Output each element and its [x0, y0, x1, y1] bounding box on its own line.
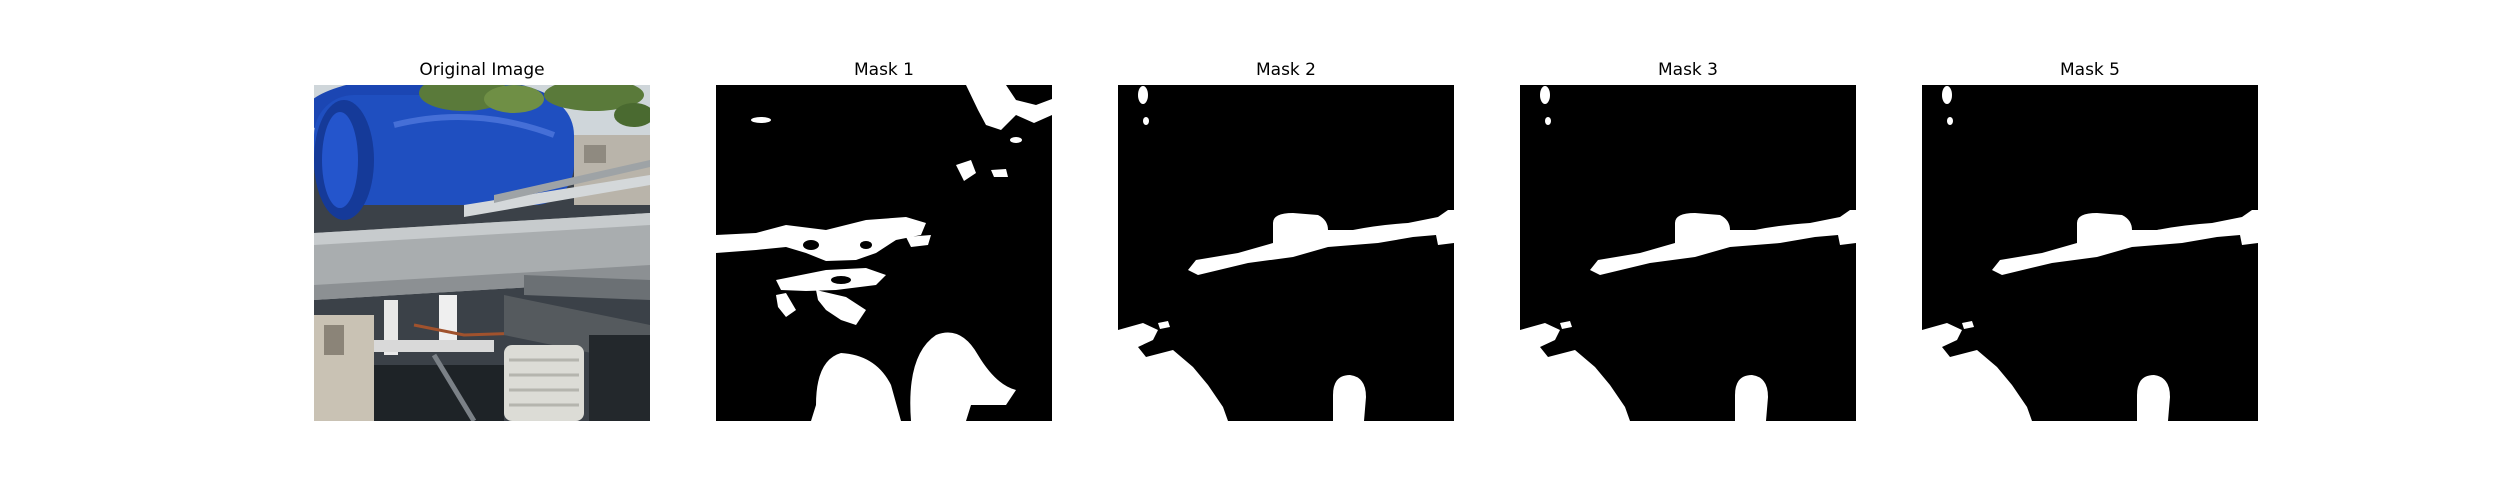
mask-1-svg [716, 85, 1052, 421]
mask-3-image [1520, 85, 1856, 421]
mask-3-svg [1520, 85, 1856, 421]
mask-2-regions [1118, 86, 1454, 421]
panel-title-original: Original Image [419, 60, 545, 80]
mask-2-svg [1118, 85, 1454, 421]
mask-1-image [716, 85, 1052, 421]
mask-2-image [1118, 85, 1454, 421]
mask-5-image [1922, 85, 2258, 421]
panel-title-mask-3: Mask 3 [1657, 60, 1718, 80]
foliage [419, 85, 650, 127]
panel-title-mask-2: Mask 2 [1255, 60, 1316, 80]
ac-unit [504, 345, 584, 421]
panel-title-mask-1: Mask 1 [853, 60, 914, 80]
mask-5-regions [1922, 86, 2258, 421]
panel-title-mask-5: Mask 5 [2059, 60, 2120, 80]
mask-5-svg [1922, 85, 2258, 421]
mask-3-regions [1520, 86, 1856, 421]
original-image-svg [314, 85, 650, 421]
original-image [314, 85, 650, 421]
mask-1-regions [716, 85, 1052, 421]
